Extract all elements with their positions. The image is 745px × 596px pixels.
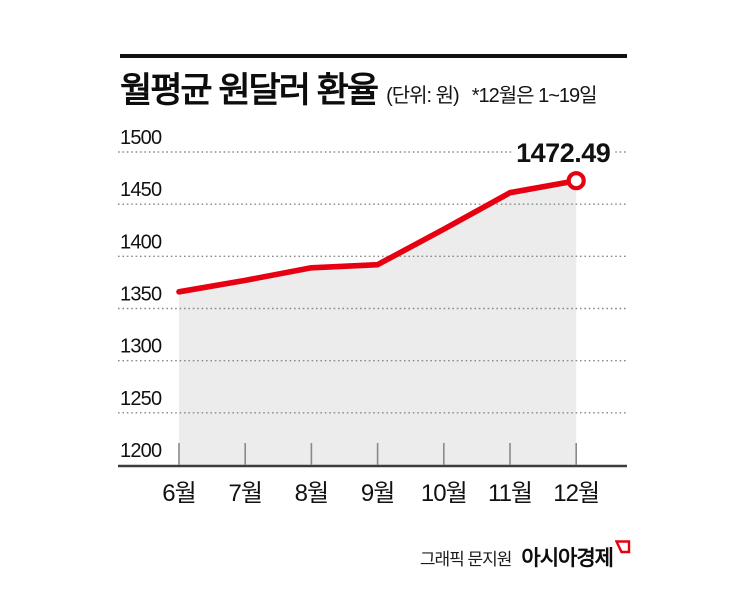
y-axis-label-1400: 1400	[120, 231, 162, 253]
unit-label: (단위: 원)	[386, 85, 460, 107]
x-axis-label-2: 8월	[295, 480, 328, 507]
credit-line: 그래픽 문지원 아시아경제	[419, 540, 631, 572]
graphic-credit: 그래픽 문지원	[419, 550, 513, 569]
y-axis-label-1350: 1350	[120, 284, 162, 306]
value-label: 1472.49	[516, 138, 611, 168]
date-range-note: *12월은 1~19일	[471, 85, 598, 107]
x-axis-label-0: 6월	[162, 480, 195, 507]
area-fill	[179, 180, 577, 466]
brand-logo-text: 아시아경제	[521, 547, 614, 570]
y-axis-label-1250: 1250	[120, 388, 162, 410]
y-axis-label-1450: 1450	[120, 179, 162, 201]
x-axis-label-1: 7월	[228, 480, 261, 507]
x-axis-label-5: 11월	[488, 480, 532, 507]
brand-mark-icon	[615, 540, 631, 554]
chart-title: 월평균 원달러 환율	[120, 71, 379, 110]
header: 월평균 원달러 환율 (단위: 원) *12월은 1~19일	[120, 62, 598, 113]
x-axis-label-3: 9월	[361, 480, 394, 507]
y-axis-label-1500: 1500	[120, 127, 162, 149]
y-axis-label-1200: 1200	[120, 440, 162, 462]
x-axis-label-6: 12월	[553, 480, 599, 507]
y-axis-label-1300: 1300	[120, 336, 162, 358]
header-rule	[120, 54, 627, 58]
end-point-marker	[566, 171, 586, 191]
value-label-backing	[511, 137, 616, 166]
rate-line	[176, 177, 580, 295]
x-axis-label-4: 10월	[421, 480, 467, 507]
